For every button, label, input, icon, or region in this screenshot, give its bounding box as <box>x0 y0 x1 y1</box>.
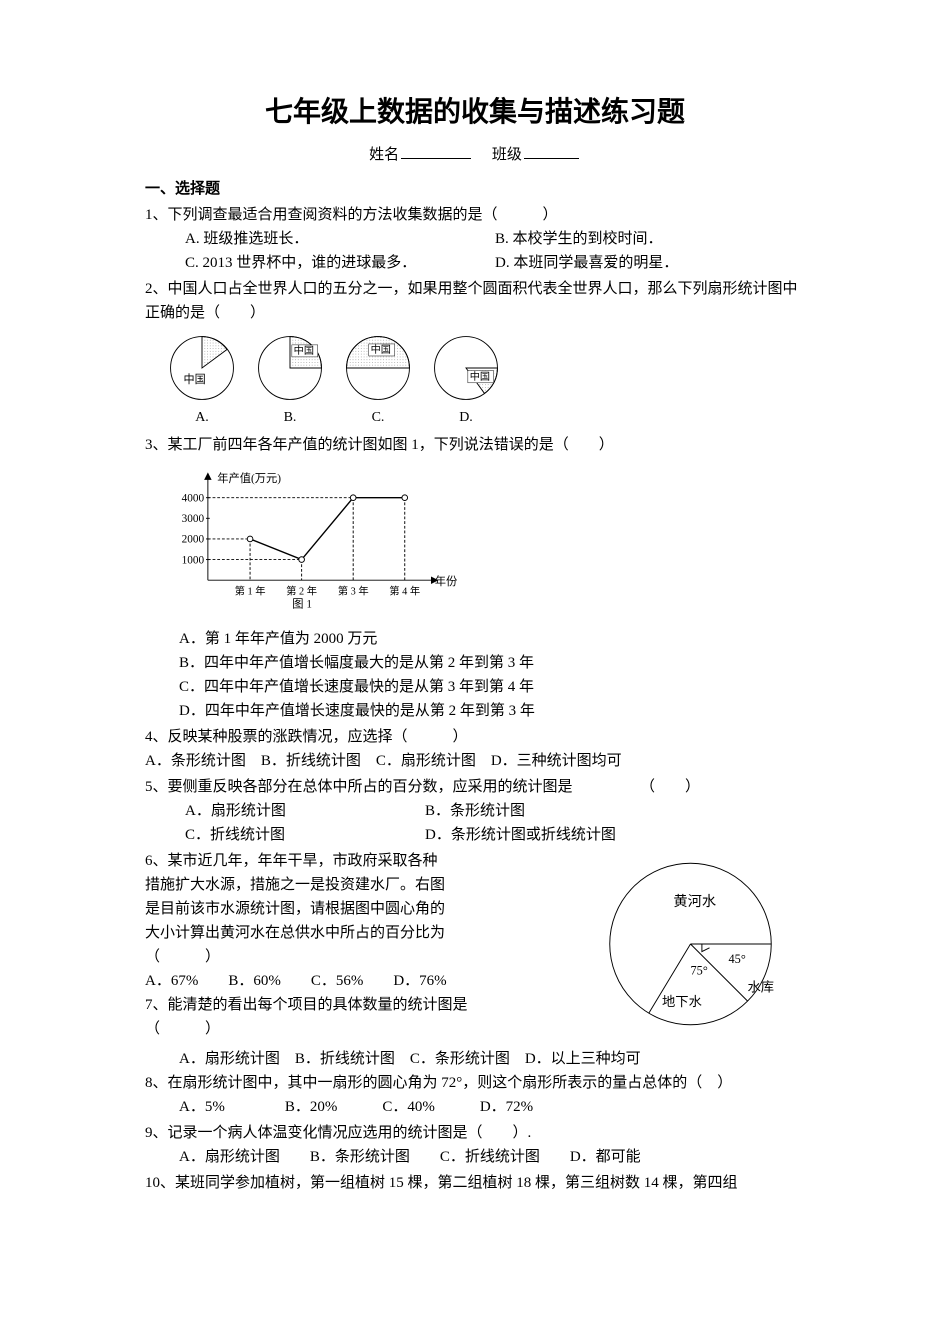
question-4: 4、反映某种股票的涨跌情况，应选择（ ） A．条形统计图 B．折线统计图 C．扇… <box>145 725 805 773</box>
pie-under-label: 地下水 <box>662 994 702 1009</box>
svg-text:第 1 年: 第 1 年 <box>235 584 266 597</box>
q5-opt-b: B．条形统计图 <box>425 799 805 823</box>
page-title: 七年级上数据的收集与描述练习题 <box>145 90 805 135</box>
svg-text:1000: 1000 <box>182 555 205 567</box>
q10-text: 10、某班同学参加植树，第一组植树 15 棵，第二组植树 18 棵，第三组树数 … <box>145 1171 805 1195</box>
q2-text: 2、中国人口占全世界人口的五分之一，如果用整个圆面积代表全世界人口，那么下列扇形… <box>145 277 805 325</box>
question-5: 5、要侧重反映各部分在总体中所占的百分数，应采用的统计图是 （ ） A．扇形统计… <box>145 775 805 847</box>
svg-text:4000: 4000 <box>182 493 205 505</box>
pie-angle-45: 45° <box>729 952 746 966</box>
q2-label-d: D. <box>429 407 503 429</box>
q8-opts: A．5% B．20% C．40% D．72% <box>179 1095 805 1119</box>
name-blank <box>401 144 471 159</box>
q2-pie-a: 中国 A. <box>165 331 239 429</box>
pie-res-label: 水库 <box>748 980 775 995</box>
svg-text:2000: 2000 <box>182 534 205 546</box>
q3-opt-a: A．第 1 年年产值为 2000 万元 <box>145 627 805 651</box>
q3-opt-d: D．四年中年产值增长速度最快的是从第 2 年到第 3 年 <box>145 699 805 723</box>
q6-l4: 大小计算出黄河水在总供水中所占的百分比为 <box>145 921 585 945</box>
pie-angle-75: 75° <box>691 964 708 978</box>
q5-opt-c: C．折线统计图 <box>185 823 425 847</box>
q4-text: 4、反映某种股票的涨跌情况，应选择（ ） <box>145 725 805 749</box>
x-title: 年份 <box>435 574 458 588</box>
svg-text:第 3 年: 第 3 年 <box>338 584 369 597</box>
question-10: 10、某班同学参加植树，第一组植树 15 棵，第二组植树 18 棵，第三组树数 … <box>145 1171 805 1195</box>
q9-opts: A．扇形统计图 B．条形统计图 C．折线统计图 D．都可能 <box>179 1145 805 1169</box>
q6-pie: 黄河水 45° 75° 水库 地下水 <box>595 849 805 1047</box>
q3-chart: 年产值(万元) 年份 1000 2000 3000 4000 第 1 年 第 2… <box>161 463 805 621</box>
question-3: 3、某工厂前四年各年产值的统计图如图 1，下列说法错误的是（ ） 年产值(万元)… <box>145 433 805 723</box>
cn-label: 中国 <box>294 344 314 357</box>
q5-opt-a: A．扇形统计图 <box>185 799 425 823</box>
q1-opt-d: D. 本班同学最喜爱的明星． <box>495 251 805 275</box>
q2-label-c: C. <box>341 407 415 429</box>
q1-opt-c: C. 2013 世界杯中，谁的进球最多． <box>185 251 495 275</box>
question-9: 9、记录一个病人体温变化情况应选用的统计图是（ ）. A．扇形统计图 B．条形统… <box>145 1121 805 1169</box>
q5-text: 5、要侧重反映各部分在总体中所占的百分数，应采用的统计图是 （ ） <box>145 775 805 799</box>
q6-l1: 6、某市近几年，年年干旱，市政府采取各种 <box>145 849 585 873</box>
subtitle-row: 姓名 班级 <box>145 143 805 167</box>
name-label: 姓名 <box>369 147 399 163</box>
q7-paren: （ ） <box>145 1017 585 1041</box>
pie-yellow-label: 黄河水 <box>673 893 716 910</box>
q8-text: 8、在扇形统计图中，其中一扇形的圆心角为 72°，则这个扇形所表示的量占总体的（… <box>145 1071 805 1095</box>
question-2: 2、中国人口占全世界人口的五分之一，如果用整个圆面积代表全世界人口，那么下列扇形… <box>145 277 805 429</box>
question-8: 8、在扇形统计图中，其中一扇形的圆心角为 72°，则这个扇形所表示的量占总体的（… <box>145 1071 805 1119</box>
q3-opt-c: C．四年中年产值增长速度最快的是从第 3 年到第 4 年 <box>145 675 805 699</box>
q5-opt-d: D．条形统计图或折线统计图 <box>425 823 805 847</box>
class-label: 班级 <box>492 147 522 163</box>
q7-opts: A．扇形统计图 B．折线统计图 C．条形统计图 D．以上三种均可 <box>179 1047 805 1071</box>
q6-l3: 是目前该市水源统计图，请根据图中圆心角的 <box>145 897 585 921</box>
q7-text: 7、能清楚的看出每个项目的具体数量的统计图是 <box>145 993 585 1017</box>
q2-pie-c: 中国 C. <box>341 331 415 429</box>
q1-opt-a: A. 班级推选班长． <box>185 227 495 251</box>
fig-label: 图 1 <box>292 598 312 611</box>
q6-l5: （ ） <box>145 945 585 969</box>
q3-opt-b: B．四年中年产值增长幅度最大的是从第 2 年到第 3 年 <box>145 651 805 675</box>
class-blank <box>524 144 579 159</box>
section-heading: 一、选择题 <box>145 177 805 201</box>
q9-text: 9、记录一个病人体温变化情况应选用的统计图是（ ）. <box>145 1121 805 1145</box>
q1-text: 1、下列调查最适合用查阅资料的方法收集数据的是（ ） <box>145 203 805 227</box>
question-6-row: 6、某市近几年，年年干旱，市政府采取各种 措施扩大水源，措施之一是投资建水厂。右… <box>145 849 805 1047</box>
q1-opt-b: B. 本校学生的到校时间． <box>495 227 805 251</box>
svg-text:第 4 年: 第 4 年 <box>389 584 420 597</box>
cn-label: 中国 <box>470 370 490 383</box>
svg-text:第 2 年: 第 2 年 <box>286 584 317 597</box>
q3-text: 3、某工厂前四年各年产值的统计图如图 1，下列说法错误的是（ ） <box>145 433 805 457</box>
q2-pie-d: 中国 D. <box>429 331 503 429</box>
y-title: 年产值(万元) <box>217 471 281 485</box>
q2-label-a: A. <box>165 407 239 429</box>
q6-l2: 措施扩大水源，措施之一是投资建水厂。右图 <box>145 873 585 897</box>
cn-label: 中国 <box>184 373 206 386</box>
q2-pie-row: 中国 A. 中国 B. <box>165 331 805 429</box>
question-1: 1、下列调查最适合用查阅资料的方法收集数据的是（ ） A. 班级推选班长． B.… <box>145 203 805 275</box>
q4-opts: A．条形统计图 B．折线统计图 C．扇形统计图 D．三种统计图均可 <box>145 749 805 773</box>
q2-pie-b: 中国 B. <box>253 331 327 429</box>
svg-text:3000: 3000 <box>182 513 205 525</box>
q2-label-b: B. <box>253 407 327 429</box>
cn-label: 中国 <box>371 343 391 356</box>
q6-opts: A．67% B．60% C．56% D．76% <box>145 969 585 993</box>
